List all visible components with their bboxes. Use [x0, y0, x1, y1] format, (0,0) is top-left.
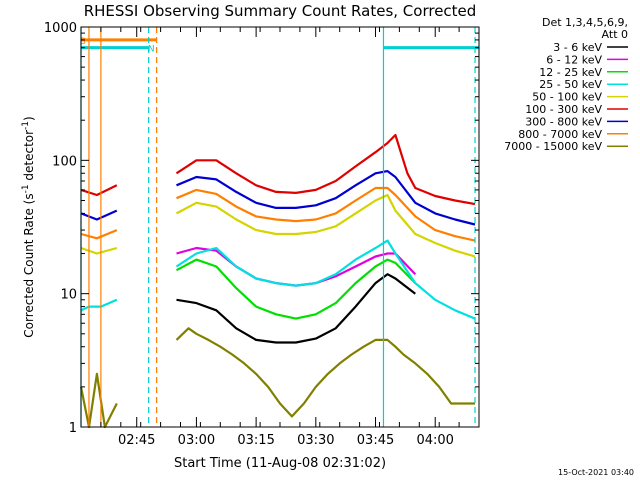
legend-label-2: 12 - 25 keV	[539, 66, 602, 79]
legend-label-0: 3 - 6 keV	[553, 41, 602, 54]
series-line-8-segment-1	[175, 327, 475, 418]
x-tick-label: 03:15	[237, 433, 274, 448]
series-lines	[79, 133, 476, 429]
legend-label-6: 300 - 800 keV	[525, 115, 602, 128]
legend-label-5: 100 - 300 keV	[525, 103, 602, 116]
flag-label-1: N	[148, 45, 155, 55]
series-line-5-segment-1	[175, 133, 476, 206]
observing-flags: SN	[80, 37, 479, 55]
footer-timestamp: 15-Oct-2021 03:40	[558, 468, 634, 477]
legend-header-line-2: Att 0	[602, 28, 628, 41]
series-line-8-segment-0	[79, 372, 118, 429]
legend-header-line-1: Det 1,3,4,5,6,9,	[542, 16, 628, 29]
x-tick-label: 03:30	[297, 433, 334, 448]
series-line-3-segment-1	[175, 239, 476, 320]
legend-label-7: 800 - 7000 keV	[518, 128, 602, 141]
series-line-4-segment-1	[175, 193, 476, 258]
x-axis-ticks: 02:45 03:00 03:15 03:30 03:45 04:00	[80, 27, 480, 448]
time-markers	[80, 27, 476, 427]
legend-label-8: 7000 - 15000 keV	[504, 140, 602, 153]
y-tick-label: 1	[69, 421, 77, 436]
series-line-0-segment-0	[176, 273, 416, 344]
x-tick-label: 04:00	[416, 433, 453, 448]
series-line-4-segment-0	[80, 246, 118, 255]
x-tick-label: 03:45	[357, 433, 394, 448]
y-axis-ticks: 1 10 100 1000	[44, 21, 479, 436]
series-line-7-segment-1	[176, 186, 476, 242]
series-line-5-segment-0	[80, 184, 118, 197]
x-tick-label: 03:00	[178, 433, 215, 448]
chart-title: RHESSI Observing Summary Count Rates, Co…	[84, 2, 477, 20]
series-line-2-segment-0	[175, 258, 417, 320]
series-line-7-segment-0	[80, 229, 118, 240]
x-axis-label: Start Time (11-Aug-08 02:31:02)	[174, 456, 386, 471]
series-line-6-segment-1	[176, 170, 476, 226]
y-axis-label: Corrected Count Rate (s-1 detector-1)	[21, 116, 36, 337]
series-line-6-segment-0	[80, 209, 118, 221]
flag-label-0: S	[80, 37, 86, 47]
series-line-3-segment-0	[80, 298, 118, 312]
y-tick-label: 100	[52, 154, 77, 169]
x-tick-label: 02:45	[118, 433, 155, 448]
y-tick-label: 1000	[44, 21, 77, 36]
legend-label-1: 6 - 12 keV	[546, 53, 602, 66]
legend-label-4: 50 - 100 keV	[532, 91, 602, 104]
legend-label-3: 25 - 50 keV	[539, 78, 602, 91]
y-tick-label: 10	[60, 288, 77, 303]
